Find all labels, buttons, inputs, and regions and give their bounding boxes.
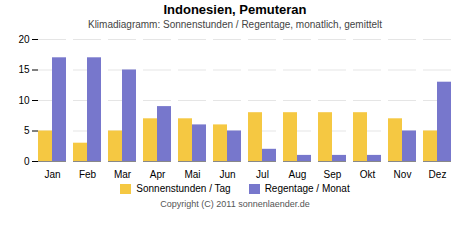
svg-text:Sep: Sep [324, 169, 342, 180]
svg-text:20: 20 [18, 34, 30, 45]
svg-text:Feb: Feb [79, 169, 97, 180]
svg-text:Mar: Mar [114, 169, 132, 180]
svg-text:Aug: Aug [289, 169, 307, 180]
svg-text:Jul: Jul [256, 169, 269, 180]
svg-text:0: 0 [24, 156, 30, 167]
svg-text:Dez: Dez [429, 169, 447, 180]
svg-text:10: 10 [18, 95, 30, 106]
svg-text:Jun: Jun [219, 169, 235, 180]
svg-text:Okt: Okt [360, 169, 376, 180]
svg-text:Mai: Mai [184, 169, 200, 180]
html-text:Regentage / Monat: Regentage / Monat [264, 183, 350, 194]
html-text:Sonnenstunden / Tag: Sonnenstunden / Tag [136, 183, 231, 194]
svg-text:Nov: Nov [394, 169, 412, 180]
svg-text:15: 15 [18, 64, 30, 75]
html-text:Klimadiagramm: Sonnenstunden /: Klimadiagramm: Sonnenstunden / Regentage… [88, 19, 382, 30]
svg-text:Apr: Apr [150, 169, 166, 180]
svg-text:Jan: Jan [44, 169, 60, 180]
html-text:Copyright (C) 2011 sonnenlaend: Copyright (C) 2011 sonnenlaender.de [160, 199, 310, 209]
html-text:Indonesien, Pemuteran: Indonesien, Pemuteran [163, 2, 307, 17]
svg-text:5: 5 [24, 125, 30, 136]
